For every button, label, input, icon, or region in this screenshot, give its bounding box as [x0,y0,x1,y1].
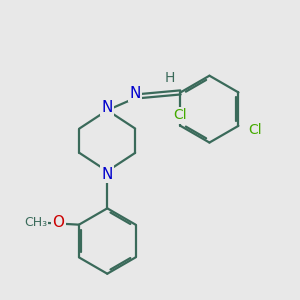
Text: Cl: Cl [248,123,262,136]
Text: O: O [52,215,64,230]
Text: N: N [102,167,113,182]
Text: N: N [102,100,113,115]
Text: Cl: Cl [174,108,187,122]
Text: CH₃: CH₃ [24,216,47,229]
Text: H: H [164,71,175,85]
Text: N: N [130,86,141,101]
